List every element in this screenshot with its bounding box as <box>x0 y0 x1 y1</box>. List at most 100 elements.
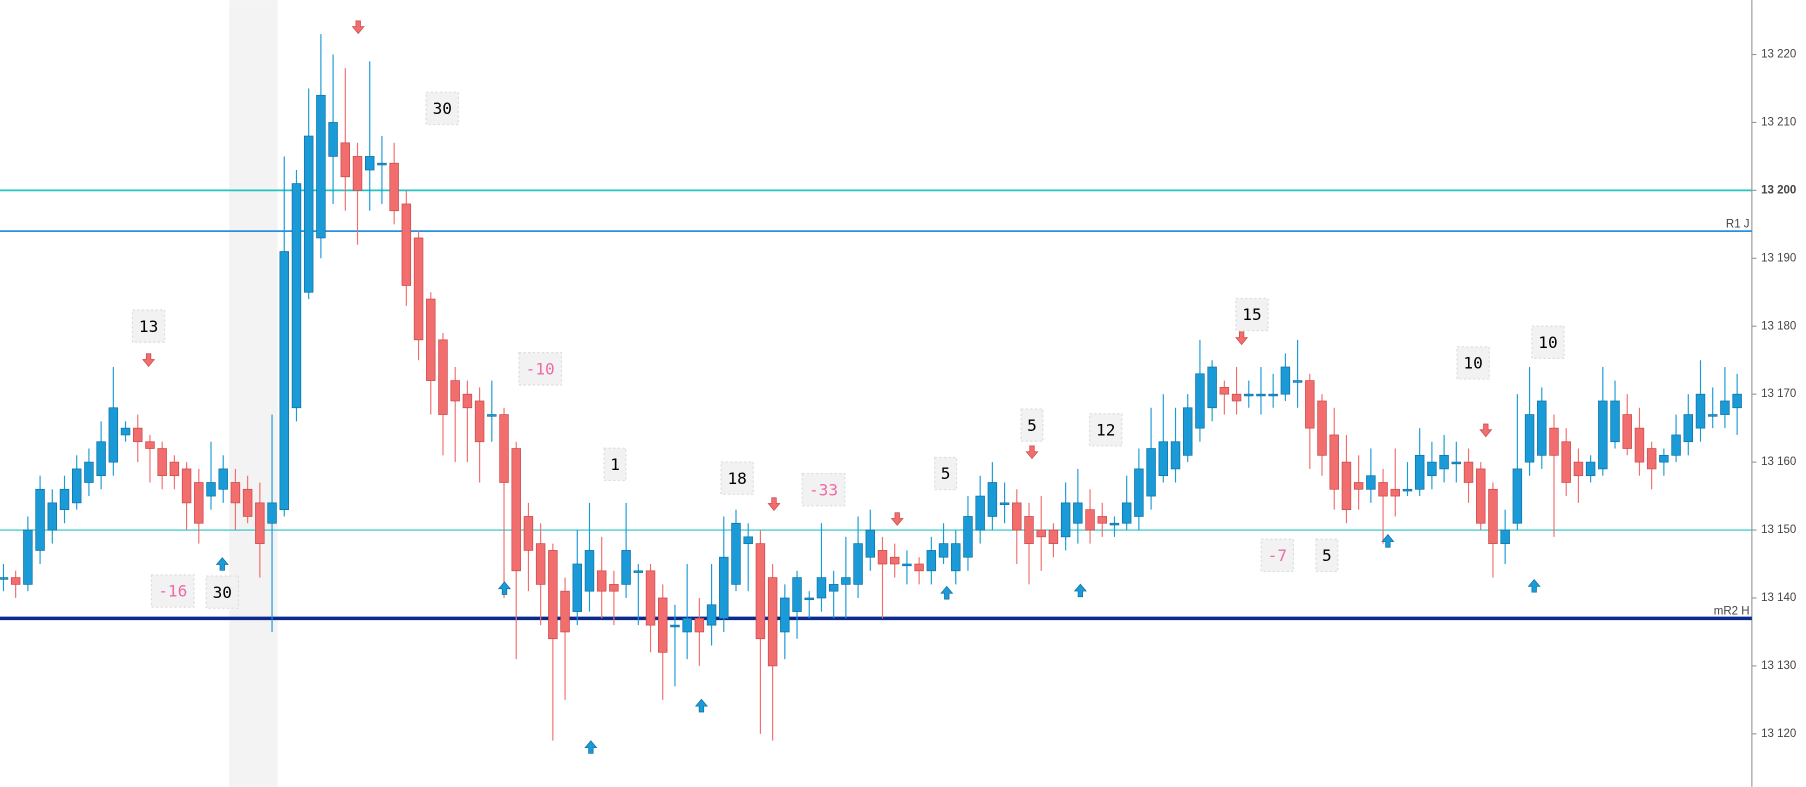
candle-body <box>804 597 814 601</box>
annotation-box <box>1020 408 1044 442</box>
candle-body <box>255 502 265 544</box>
y-tick-label: 13 170 <box>1761 388 1796 400</box>
down-arrow <box>351 20 365 35</box>
y-tick-label: 13 180 <box>1761 320 1796 332</box>
candle-body <box>1219 387 1230 395</box>
candle-body <box>975 495 985 531</box>
candle-body <box>316 94 326 239</box>
candle-body <box>877 550 888 565</box>
annotation-box <box>1089 413 1123 447</box>
up-arrow <box>215 557 229 571</box>
candle-body <box>853 543 863 585</box>
y-tick-label: 13 130 <box>1761 660 1796 672</box>
candle-body <box>169 461 180 477</box>
candle-body <box>1329 434 1339 490</box>
candle-body <box>1060 502 1071 538</box>
candle-body <box>1463 461 1474 483</box>
candle-body <box>767 577 778 667</box>
candle-body <box>1146 448 1156 497</box>
annotation-box <box>1456 346 1490 380</box>
candle-body <box>352 156 363 191</box>
candle-body <box>71 468 82 504</box>
candle-body <box>1659 454 1669 463</box>
candle-body <box>389 162 399 212</box>
candle-body <box>572 563 582 612</box>
candle-body <box>1537 400 1547 456</box>
up-arrow <box>1527 578 1541 593</box>
candle-body <box>1439 454 1449 470</box>
candle-body <box>523 516 534 551</box>
candle-body <box>279 251 289 511</box>
candle-body <box>1207 366 1217 409</box>
candle-body <box>438 339 448 415</box>
annotation-label: -33 <box>809 480 838 499</box>
annotation-label: 5 <box>1027 416 1037 435</box>
candle-body <box>328 122 338 157</box>
candle-body <box>1244 393 1254 397</box>
candle-body <box>1305 380 1315 429</box>
down-arrow <box>890 512 904 526</box>
candle-body <box>145 441 155 449</box>
candle-body <box>1182 407 1193 456</box>
signal-arrows <box>142 20 1541 754</box>
candle-body <box>267 502 277 524</box>
candle-body <box>413 237 424 341</box>
candle-body <box>780 597 790 633</box>
candle-body <box>365 156 375 171</box>
candle-body <box>1012 502 1022 531</box>
annotation-box <box>603 447 627 482</box>
candle-body <box>1585 461 1596 477</box>
candle-body <box>694 618 705 633</box>
up-arrow <box>497 581 511 595</box>
candle-body <box>181 468 192 504</box>
candle-body <box>291 183 302 409</box>
candle-body <box>938 543 949 558</box>
candle-body <box>1476 468 1486 524</box>
candle-body <box>621 550 631 585</box>
candle-body <box>1109 522 1120 526</box>
y-axis: 13 120 13 130 13 140 13 150 13 160 13 170 13 1… <box>1751 49 1796 740</box>
candle-body <box>633 570 644 573</box>
candle-body <box>1561 441 1571 483</box>
candle-body <box>999 502 1010 505</box>
candle-body <box>340 142 351 178</box>
candle-body <box>84 461 94 483</box>
candle-body <box>35 488 45 551</box>
up-arrow <box>1381 534 1395 548</box>
candle-body <box>426 298 436 381</box>
candle-body <box>0 577 9 580</box>
candle-body <box>1292 380 1303 383</box>
annotation-label: 5 <box>1322 546 1332 565</box>
candle-body <box>120 427 131 436</box>
candle-body <box>1048 529 1059 544</box>
candle-body <box>1073 502 1083 524</box>
candle-body <box>47 502 58 531</box>
candle-body <box>865 529 876 558</box>
candle-body <box>1268 393 1278 397</box>
y-tick-label: 13 190 <box>1761 252 1796 264</box>
candle-body <box>1622 414 1632 449</box>
annotation-box <box>720 461 754 495</box>
candle-body <box>450 380 460 402</box>
candle-body <box>1598 400 1608 470</box>
candle-body <box>1402 488 1413 492</box>
candle-body <box>1170 441 1181 470</box>
annotation-label: -7 <box>1268 546 1287 565</box>
candle-body <box>902 563 912 567</box>
candle-body <box>1732 393 1742 409</box>
candle-body <box>560 590 570 633</box>
candle-body <box>1500 529 1510 544</box>
y-tick-label: 13 120 <box>1761 728 1796 740</box>
candle-body <box>1378 482 1388 497</box>
candle-body <box>377 162 387 166</box>
down-arrow <box>767 497 781 511</box>
candle-body <box>1524 414 1535 463</box>
candle-body <box>108 407 119 463</box>
candle-body <box>1634 427 1645 463</box>
candle-body <box>1707 414 1718 417</box>
candle-body <box>584 550 595 592</box>
candle-body <box>914 563 924 572</box>
candle-body <box>206 482 216 497</box>
candle-body <box>706 604 717 626</box>
candle-body <box>987 482 998 517</box>
